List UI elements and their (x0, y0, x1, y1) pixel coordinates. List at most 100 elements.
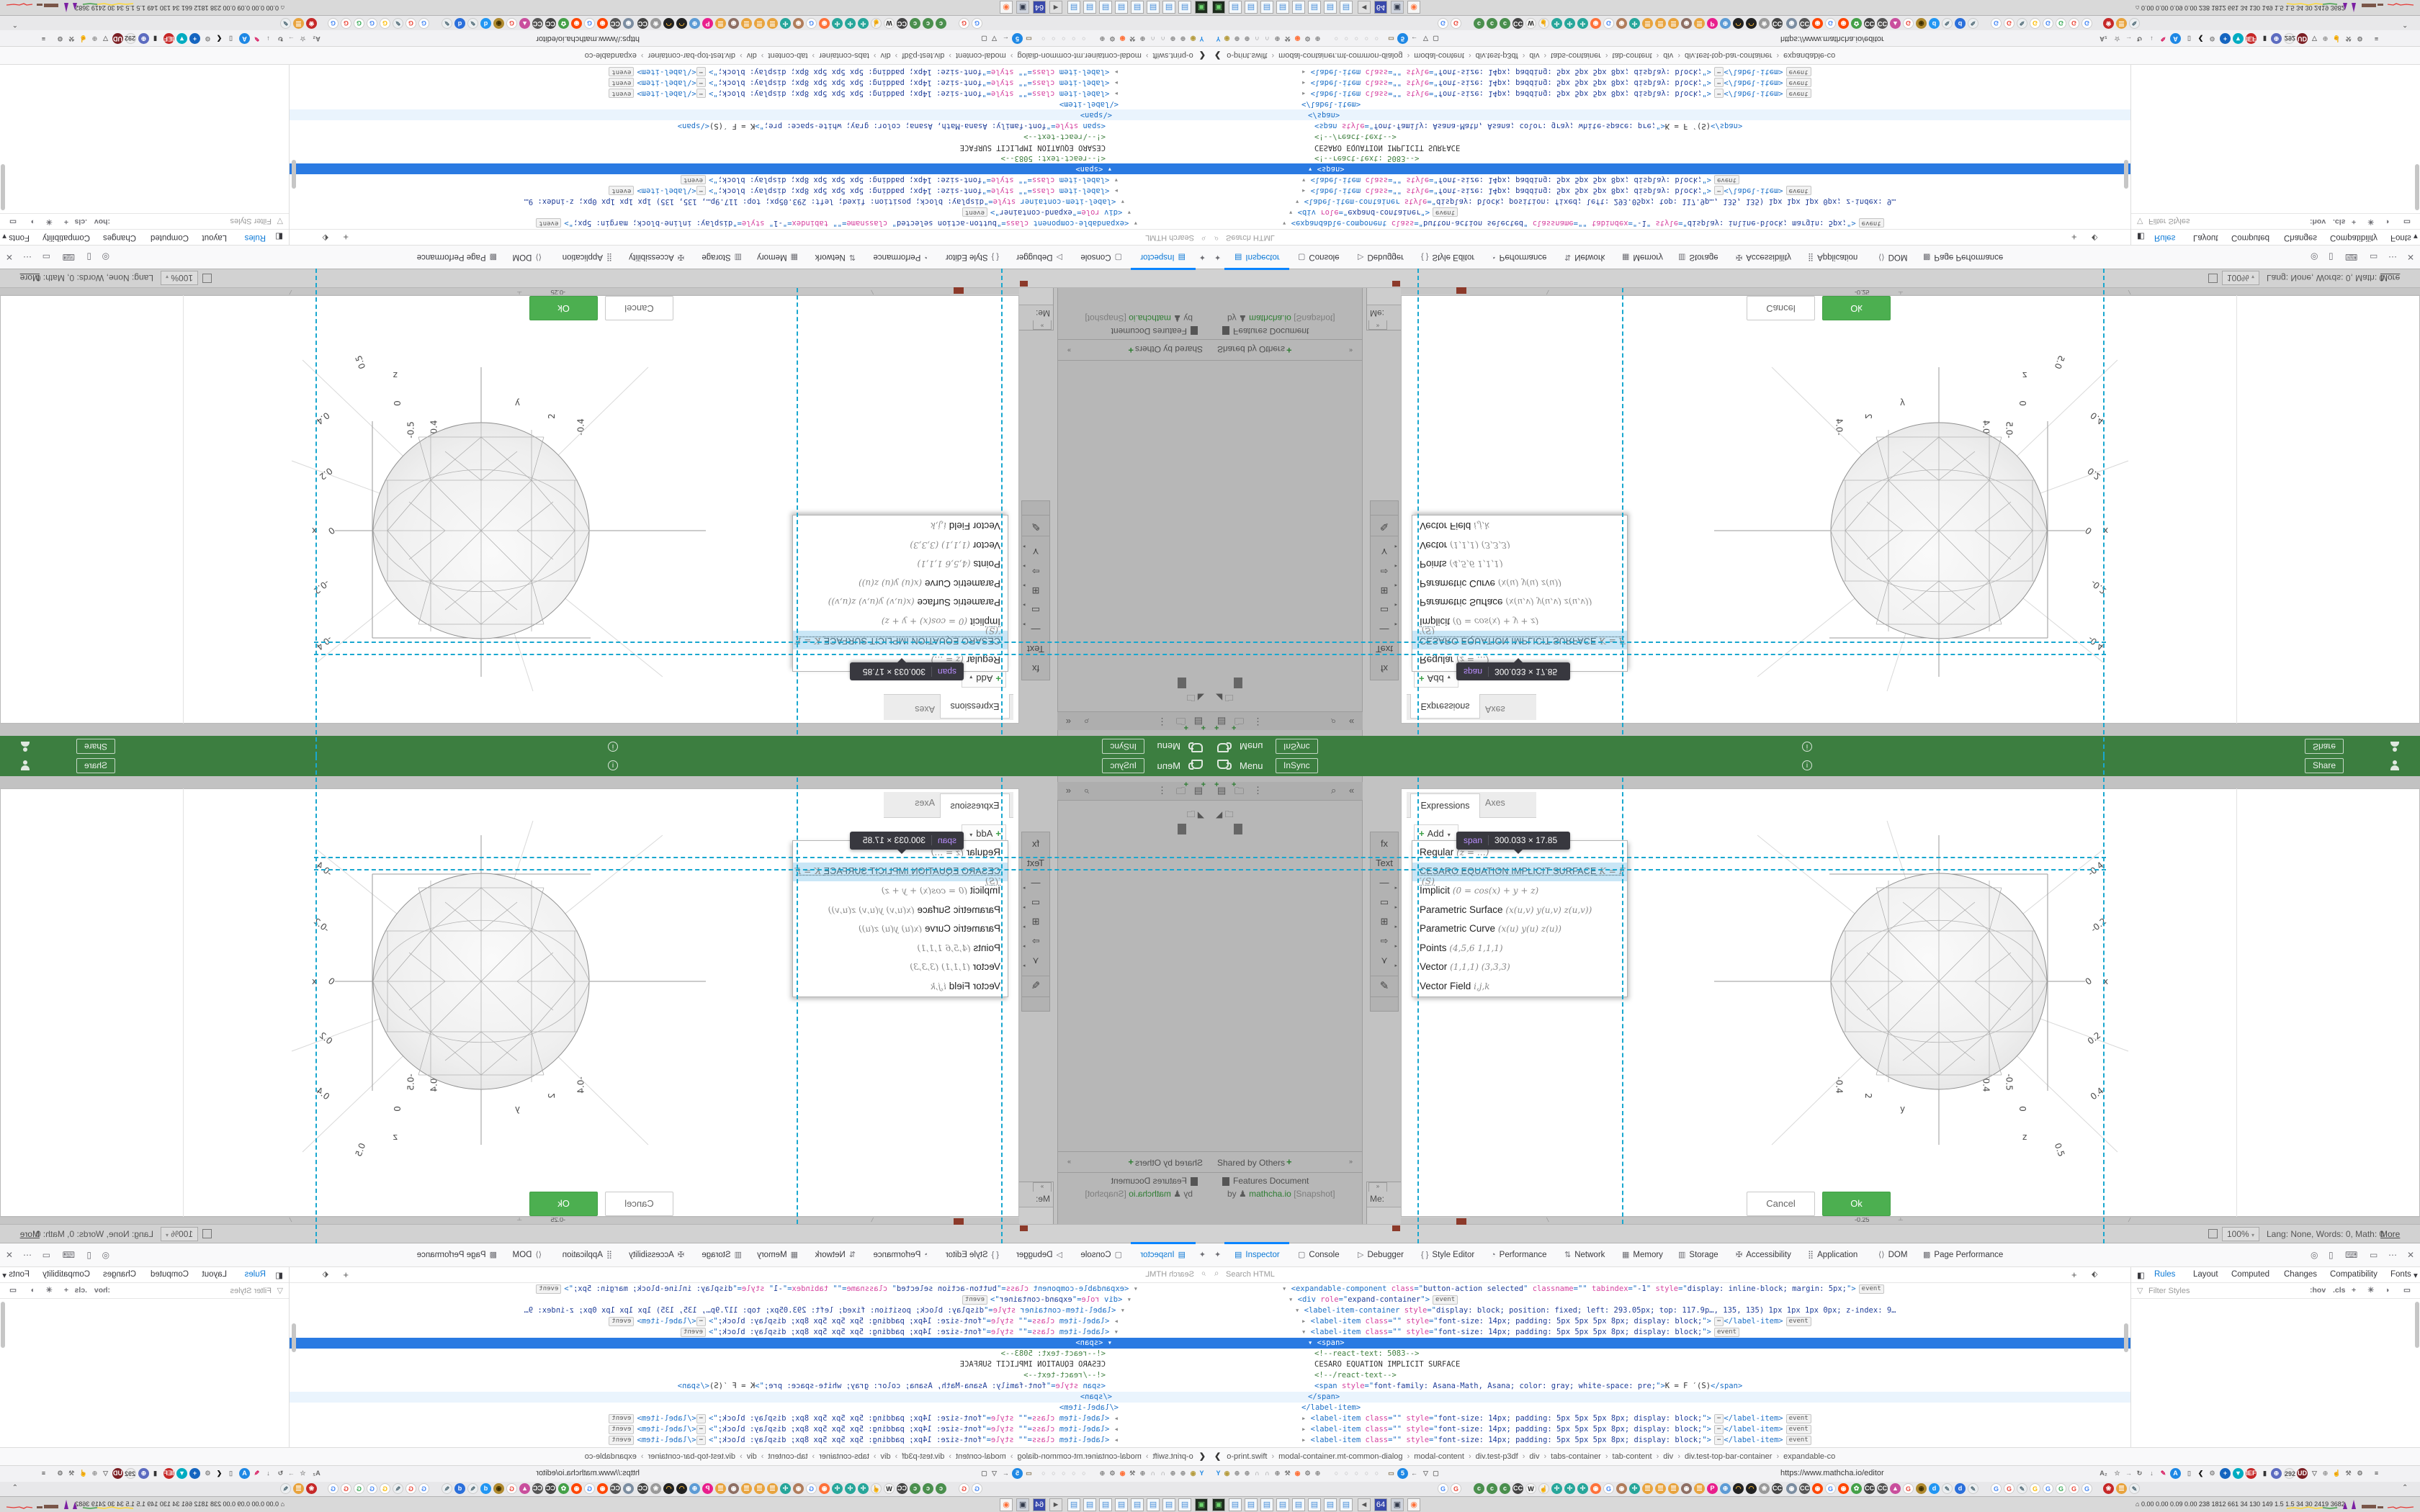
tool-function-icon[interactable]: fx (1380, 663, 1389, 674)
taskbar-app-icon[interactable]: ▤ (1131, 1, 1144, 14)
share-button[interactable]: Share (2305, 758, 2344, 773)
tab-favicon[interactable]: ◉ (493, 18, 504, 29)
tab-favicon[interactable]: ✢ (858, 18, 869, 29)
search-icon[interactable]: ⌕ (1083, 785, 1089, 796)
tab-favicon[interactable]: ✎ (2017, 18, 2027, 29)
toolbar-icon[interactable]: 5 (1012, 33, 1023, 44)
breadcrumb-item[interactable]: modal-container.mt-common-dialog (1017, 51, 1142, 60)
devtools-tab-accessibility[interactable]: ✠Accessibility (1736, 1251, 1791, 1259)
devtools-tab-inspector[interactable]: ▤Inspector (1140, 1251, 1186, 1259)
tab-favicon[interactable]: G (418, 1483, 429, 1494)
new-folder-icon[interactable]: 🗀 (1176, 711, 1186, 727)
toolbar-icon[interactable]: UD (112, 1468, 123, 1479)
rules-toolbar-icon[interactable]: ◑ (2385, 217, 2390, 226)
tab-favicon[interactable]: ✢ (845, 1483, 856, 1494)
document-icon[interactable] (1234, 678, 1242, 688)
toolbar-icon[interactable]: + (2220, 1468, 2231, 1479)
toolbar-icon[interactable]: + (189, 1468, 200, 1479)
breadcrumb-item[interactable]: o-print.swift (1227, 1452, 1268, 1461)
insync-button[interactable]: InSync (1102, 758, 1144, 773)
tab-expressions[interactable]: Expressions (940, 793, 1010, 818)
rules-toolbar-icon[interactable]: ◑ (30, 217, 35, 226)
tab-favicon[interactable]: ✿ (558, 1483, 569, 1494)
tab-favicon[interactable]: ⊕ (689, 18, 700, 29)
tab-favicon[interactable]: CC (532, 1483, 543, 1494)
breadcrumb-item[interactable]: tabs-container (819, 1452, 869, 1461)
me-widget-chevron-icon[interactable]: » (1368, 1182, 1387, 1192)
toolbar-icon[interactable]: ⚙ (2357, 1470, 2363, 1477)
tab-favicon[interactable]: ✢ (1577, 1483, 1588, 1494)
tab-favicon[interactable]: W (884, 18, 895, 29)
share-button[interactable]: Share (76, 739, 115, 754)
markup-line[interactable]: ▾ <span> (1210, 163, 2130, 174)
tab-favicon[interactable]: G (1451, 1483, 1461, 1494)
toolbar-icon[interactable]: ◉ (1224, 35, 1230, 42)
folder-tree-item[interactable]: ◢ 🗀 (1186, 693, 1204, 703)
menu-item[interactable]: Implicit (0 = cos(x) + y + z) (1420, 616, 1539, 627)
tab-favicon[interactable]: ✢ (1577, 18, 1588, 29)
sidebar-tab-fonts[interactable]: Fonts (9, 1270, 30, 1279)
markup-line[interactable]: <!--/react-text--> (1023, 132, 1106, 141)
tab-favicon[interactable]: ✎ (442, 1483, 452, 1494)
toolbar-icon[interactable]: ○ (1041, 35, 1046, 42)
devtools-toolbar-icon[interactable]: ⌨ (62, 1250, 75, 1260)
taskbar-app-icon[interactable]: ◄ (1358, 1, 1371, 14)
ok-button[interactable]: Ok (1822, 1192, 1891, 1216)
devtools-tab-inspector[interactable]: ▤Inspector (1234, 1251, 1280, 1259)
toolbar-icon[interactable]: ○ (1344, 35, 1349, 42)
tab-favicon[interactable]: ✎ (2129, 18, 2140, 29)
devtools-tab-memory[interactable]: ▦Memory (1622, 253, 1663, 261)
tab-favicon[interactable]: G (341, 18, 351, 29)
devtools-toolbar-icon[interactable]: ▯ (2329, 252, 2334, 262)
markup-line[interactable]: ▾ <label-item class="" style="font-size:… (1210, 1327, 2130, 1338)
shared-doc-title[interactable]: Features Document (1111, 1176, 1187, 1186)
tool-shape-icon[interactable]: ⇨ ▸ (1023, 563, 1040, 577)
breadcrumb-item[interactable]: div (1529, 1452, 1540, 1461)
markup-line[interactable]: ▸ <label-item class="" style="font-size:… (1210, 66, 2130, 77)
breadcrumb-item[interactable]: expandable-co (584, 1452, 637, 1461)
filter-styles-row[interactable]: ▽ Filter Styles :hov .cls + ☀ ◑ ▭ (0, 1283, 289, 1299)
rules-toolbar-icon[interactable]: .cls (2333, 1286, 2346, 1295)
taskbar-app-icon[interactable]: ▤ (1292, 1, 1305, 14)
menu-item[interactable]: Vector (1,1,1) (3,3,3) (1420, 961, 1510, 972)
tab-favicon[interactable]: ◉ (597, 1483, 608, 1494)
markup-line[interactable]: ▾ <label-item-container style="display: … (1295, 197, 1896, 206)
tab-favicon[interactable]: CC (1512, 18, 1523, 29)
markup-line[interactable]: <span style="font-family: Asana-Math, As… (677, 1382, 1106, 1390)
toolbar-icon[interactable]: ✎ (254, 35, 260, 42)
tab-favicon[interactable]: CC (897, 18, 908, 29)
sidebar-tab-fonts[interactable]: Fonts (2390, 233, 2411, 242)
tab-favicon[interactable]: ✎ (2017, 1483, 2027, 1494)
taskbar-app-icon[interactable]: ▤ (1083, 1, 1096, 14)
toolbar-icon[interactable]: ▯ (229, 35, 233, 42)
tab-favicon[interactable]: CC (1772, 18, 1783, 29)
cancel-button[interactable]: Cancel (1747, 1192, 1815, 1216)
shared-document-item[interactable]: Features Document by ♟ mathcha.io [Snaps… (1210, 306, 1363, 338)
menu-item[interactable]: Implicit (0 = cos(x) + y + z) (1420, 885, 1539, 896)
sidebar-tab-rules[interactable]: Rules (2154, 233, 2176, 242)
tab-favicon[interactable]: G (1451, 18, 1461, 29)
tab-favicon[interactable]: ◉ (571, 18, 582, 29)
taskbar-app-icon[interactable]: ◉ (1407, 1498, 1420, 1511)
tab-favicon[interactable]: G (2043, 18, 2053, 29)
menu-item[interactable]: CESARO EQUATION IMPLICIT SURFACE K = F ′… (1412, 862, 1627, 886)
toolbar-icon[interactable]: ◉ (1119, 1470, 1126, 1477)
tab-expressions[interactable]: Expressions (1410, 793, 1480, 818)
toolbar-icon[interactable]: ☝ (79, 1470, 88, 1477)
tab-favicon[interactable]: ☝ (871, 1483, 882, 1494)
breadcrumb-item[interactable]: div (1663, 1452, 1674, 1461)
devtools-toolbar-icon[interactable]: ▭ (2370, 1250, 2378, 1260)
devtools-toolbar-icon[interactable]: ⋯ (23, 252, 32, 262)
toolbar-icon[interactable]: ∩ (1255, 35, 1260, 42)
taskbar-app-icon[interactable]: ◉ (1407, 1, 1420, 14)
insync-button[interactable]: InSync (1276, 739, 1318, 754)
toolbar-icon[interactable]: 5 (1012, 1468, 1023, 1479)
tab-favicon[interactable]: ☰ (293, 18, 304, 29)
tab-axes[interactable]: Axes (1485, 798, 1505, 808)
tool-function-icon[interactable]: fx (1380, 838, 1389, 849)
taskbar-app-icon[interactable]: ▤ (1147, 1, 1160, 14)
tab-favicon[interactable]: ✎ (467, 18, 478, 29)
devtools-tab-debugger[interactable]: ▷Debugger (1016, 253, 1062, 261)
devtools-tab-memory[interactable]: ▦Memory (1622, 1251, 1663, 1259)
tool-shape-icon[interactable]: ▭ ▸ (1379, 602, 1397, 616)
